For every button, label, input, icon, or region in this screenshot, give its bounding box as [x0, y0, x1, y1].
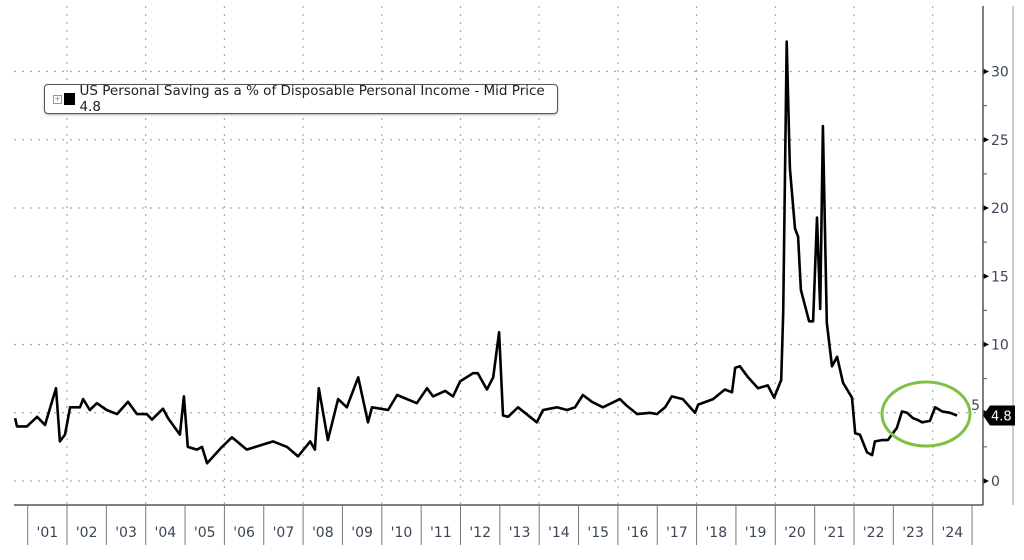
y-tick-mark — [983, 136, 989, 143]
x-tick-label: '17 — [666, 525, 688, 541]
x-tick-label: '20 — [784, 525, 806, 541]
x-tick-label: '13 — [509, 525, 531, 541]
x-tick-label: '05 — [194, 525, 216, 541]
y-tick-mark — [983, 341, 989, 348]
x-tick-label: '14 — [548, 525, 570, 541]
x-tick-label: '19 — [745, 525, 767, 541]
x-tick-label: '21 — [823, 525, 845, 541]
x-tick-label: '11 — [430, 525, 452, 541]
legend-swatch — [63, 93, 76, 105]
y-tick-label: 5 — [971, 398, 980, 414]
tick-labels: 0 5 10 15 20 25 30 '01 '02 '03 '04 '05 '06 '07 '08 '09 '… — [36, 65, 1008, 542]
y-tick-mark — [983, 68, 989, 75]
axes — [14, 6, 1014, 545]
legend-expand-icon[interactable]: + — [53, 94, 62, 104]
x-tick-label: '18 — [705, 525, 727, 541]
series-line-personal-saving — [13, 40, 958, 465]
y-tick-mark — [983, 205, 989, 211]
legend-label: US Personal Saving as a % of Disposable … — [79, 83, 545, 115]
y-tick-label: 10 — [991, 338, 1009, 354]
y-tick-label: 25 — [991, 133, 1009, 149]
x-tick-label: '06 — [233, 525, 255, 541]
x-tick-label: '09 — [351, 525, 373, 541]
gridlines — [14, 6, 983, 505]
y-tick-label: 30 — [991, 65, 1009, 81]
y-tick-label: 0 — [991, 474, 1000, 490]
highlight-ellipse-annotation — [880, 380, 972, 448]
x-tick-label: '24 — [942, 525, 964, 541]
x-tick-label: '10 — [391, 525, 413, 541]
y-tick-label: 15 — [991, 269, 1009, 285]
y-tick-label: 20 — [991, 201, 1009, 217]
x-tick-label: '12 — [469, 525, 491, 541]
x-tick-label: '08 — [312, 525, 334, 541]
x-tick-label: '02 — [76, 525, 98, 541]
x-tick-label: '03 — [115, 525, 137, 541]
x-tick-label: '07 — [273, 525, 295, 541]
y-tick-mark — [983, 478, 989, 484]
x-tick-label: '15 — [587, 525, 609, 541]
legend[interactable]: + US Personal Saving as a % of Disposabl… — [44, 83, 558, 115]
y-tick-mark — [983, 273, 989, 280]
x-tick-label: '04 — [155, 525, 177, 541]
last-value-tag: 4.8 — [983, 405, 1015, 426]
x-tick-label: '16 — [627, 525, 649, 541]
x-tick-label: '23 — [902, 525, 924, 541]
x-tick-label: '22 — [863, 525, 885, 541]
last-value-tag-shape — [983, 405, 1015, 426]
x-tick-label: '01 — [36, 525, 58, 541]
last-value-label: 4.8 — [991, 409, 1012, 424]
